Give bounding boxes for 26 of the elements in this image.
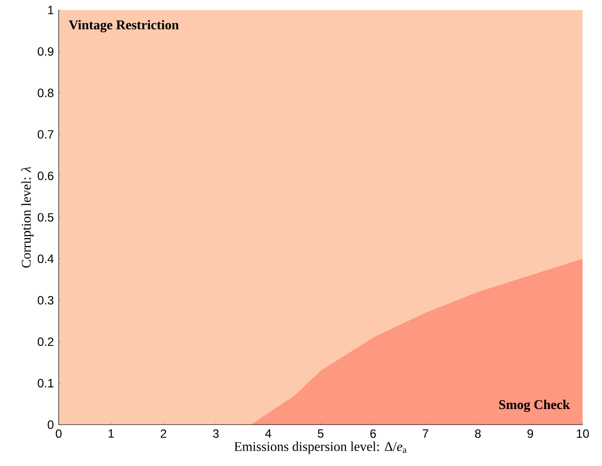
x-axis-title: Emissions dispersion level: Δ/e$_{a}$ [234,442,407,454]
band-label: Vintage Restriction [68,20,179,32]
x-tick-label: 4 [265,429,272,438]
y-tick-label: 1 [48,6,54,14]
series-label: Smog Check [499,400,570,412]
x-tick-label: 8 [475,429,481,438]
y-tick-label: 0.4 [38,254,54,264]
y-tick-label: 0 [48,420,54,429]
x-tick-label: 5 [318,429,324,438]
y-tick-label: 0.3 [38,296,54,305]
y-tick-label: 0.8 [38,88,54,98]
y-axis-title: Corruption level: λ [21,166,34,268]
x-tick-label: 6 [370,429,376,438]
x-tick-label: 7 [422,429,428,438]
y-tick-label: 0.6 [38,172,54,180]
x-tick-label: 0 [56,429,62,438]
y-tick-label: 0.9 [38,47,54,56]
x-tick-label: 1 [108,429,114,438]
x-tick-label: 10 [576,429,589,438]
y-tick-label: 0.5 [38,213,54,222]
y-tick-label: 0.1 [38,378,54,388]
x-tick-label: 9 [527,429,534,438]
x-tick-label: 3 [212,429,219,438]
y-tick-label: 0.7 [38,130,54,139]
x-tick-label: 2 [160,429,166,438]
y-tick-label: 0.2 [38,337,54,346]
